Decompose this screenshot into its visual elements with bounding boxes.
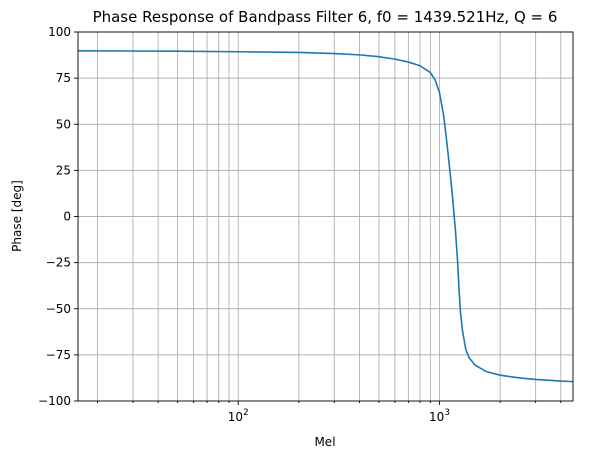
series-layer — [77, 50, 574, 383]
y-tick-label: 100 — [48, 25, 71, 39]
x-tick-label: 103 — [429, 408, 450, 424]
y-tick-label: −75 — [46, 348, 71, 362]
x-tick-label: 102 — [228, 408, 249, 424]
tick-layer: 100 75 50 25 0 −25 −50 −75 −100 102 103 — [38, 25, 562, 424]
y-tick-label: −25 — [46, 256, 71, 270]
y-tick-label: 0 — [63, 210, 71, 224]
chart-title: Phase Response of Bandpass Filter 6, f0 … — [93, 8, 558, 26]
y-tick-label: −50 — [46, 302, 71, 316]
y-tick-label: 75 — [56, 71, 71, 85]
grid-layer — [78, 31, 573, 402]
y-tick-label: 50 — [56, 117, 71, 131]
x-axis-label: Mel — [314, 435, 335, 449]
y-tick-label: −100 — [38, 394, 71, 408]
phase-series-line — [77, 50, 574, 383]
y-axis-label: Phase [deg] — [10, 180, 24, 252]
y-tick-label: 25 — [56, 163, 71, 177]
